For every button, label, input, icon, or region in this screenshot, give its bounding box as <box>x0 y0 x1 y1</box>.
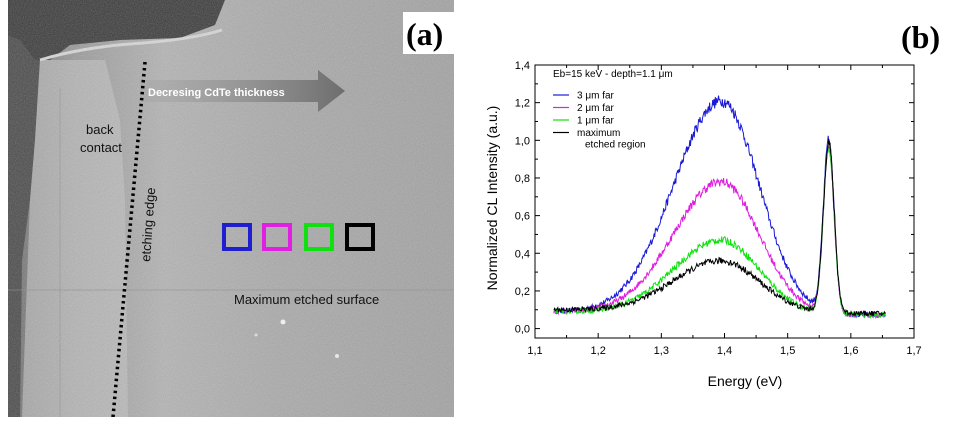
x-axis-label: Energy (eV) <box>708 373 783 389</box>
cl-spectra-chart: (b) 1,1 1,2 1,3 1,4 1,5 1,6 1,7 0,0 0,2 0,4 0,6 0,8… <box>484 19 940 389</box>
panel-a-label-box <box>403 12 455 54</box>
blue-square <box>222 223 252 251</box>
etching-edge-label: etching edge <box>138 187 158 262</box>
y-tick-label: 0,6 <box>515 211 530 223</box>
series-line-3 <box>553 138 886 317</box>
panel-a-micrograph: Decresing CdTe thickness back contact et… <box>0 0 455 418</box>
sem-image: Decresing CdTe thickness back contact et… <box>8 0 455 418</box>
green-square <box>304 223 334 251</box>
x-tick-label: 1,3 <box>654 345 669 357</box>
arrow-label: Decresing CdTe thickness <box>148 87 285 99</box>
y-tick-label: 1,2 <box>515 98 530 110</box>
plot-layer: 1,1 1,2 1,3 1,4 1,5 1,6 1,7 0,0 0,2 0,4 0,6 0,8 1,0 1… <box>515 60 922 357</box>
y-tick-label: 1,0 <box>515 135 530 147</box>
y-tick-label: 0,8 <box>515 173 530 185</box>
sem-grain <box>8 0 454 417</box>
x-tick-label: 1,6 <box>843 345 858 357</box>
y-tick-label: 0,2 <box>515 286 530 298</box>
annotation-text: Eb=15 keV - depth=1.1 μm <box>553 69 673 80</box>
particle <box>254 333 258 337</box>
back-contact-label-line2: contact <box>80 140 122 155</box>
x-tick-label: 1,7 <box>906 345 921 357</box>
panel-a-label: (a) <box>406 16 443 52</box>
legend-label-2: 1 μm far <box>577 116 615 127</box>
back-contact-label-line1: back <box>86 122 114 137</box>
legend-label-1: 2 μm far <box>577 103 615 114</box>
y-tick-label: 0,0 <box>515 324 530 336</box>
panel-b-chart: (b) 1,1 1,2 1,3 1,4 1,5 1,6 1,7 0,0 0,2 0,4 0,6 0,8… <box>455 0 961 417</box>
y-axis-label: Normalized CL Intensity (a.u.) <box>484 106 500 291</box>
thickness-arrow <box>140 70 345 112</box>
y-tick-label: 0,4 <box>515 248 530 260</box>
particle <box>280 319 286 325</box>
x-tick-label: 1,1 <box>527 345 542 357</box>
legend-label-3: maximum <box>577 128 620 139</box>
legend-label-3-line2: etched region <box>585 140 646 151</box>
max-etched-label: Maximum etched surface <box>234 292 379 307</box>
particle <box>335 354 339 358</box>
y-tick-label: 1,4 <box>515 60 530 72</box>
magenta-square <box>262 223 292 251</box>
x-tick-label: 1,4 <box>717 345 732 357</box>
black-square <box>345 223 375 251</box>
x-tick-label: 1,5 <box>780 345 795 357</box>
legend-label-0: 3 μm far <box>577 91 615 102</box>
panel-b-label: (b) <box>901 19 940 55</box>
x-tick-label: 1,2 <box>591 345 606 357</box>
